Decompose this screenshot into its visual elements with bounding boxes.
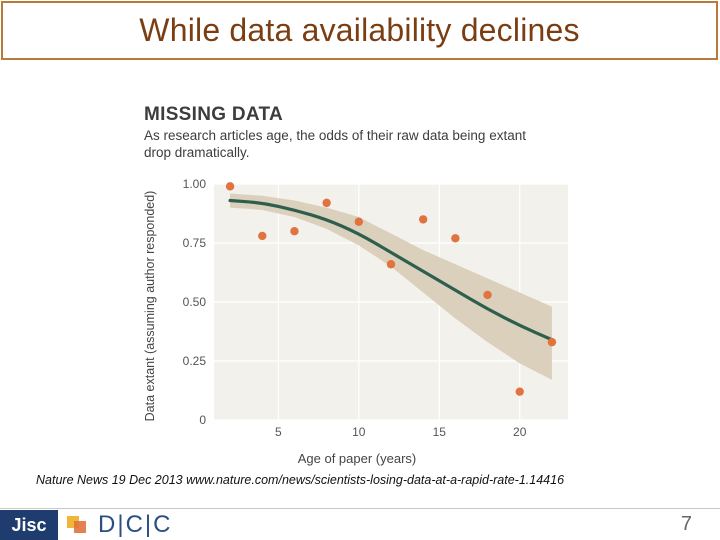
- confidence-band: [230, 193, 552, 380]
- data-point: [515, 387, 524, 396]
- data-point: [418, 215, 428, 224]
- citation: Nature News 19 Dec 2013 www.nature.com/n…: [36, 473, 565, 487]
- x-tick-label: 15: [433, 425, 447, 439]
- slide-title: While data availability declines: [139, 12, 580, 48]
- x-tick-label: 20: [513, 425, 527, 439]
- y-tick-label: 1.00: [183, 177, 207, 191]
- data-point: [225, 182, 235, 191]
- y-tick-label: 0.50: [183, 295, 207, 309]
- data-point: [547, 337, 557, 347]
- confidence-band-group: [230, 193, 552, 380]
- x-tick-label: 5: [275, 425, 282, 439]
- y-tick-label: 0: [199, 413, 206, 427]
- page-number: 7: [680, 513, 692, 535]
- data-point: [354, 217, 364, 226]
- x-axis-label: Age of paper (years): [298, 451, 417, 466]
- data-points: [225, 182, 557, 396]
- data-point: [290, 227, 299, 236]
- y-tick-label: 0.75: [183, 236, 207, 250]
- footer-bar: Jisc D|C|C 7: [0, 508, 720, 540]
- x-tick-label: 10: [352, 425, 366, 439]
- data-point: [258, 231, 267, 241]
- trend-line-group: [228, 198, 554, 342]
- trend-line: [228, 198, 554, 342]
- y-axis-label: Data extant (assuming author responded): [143, 191, 157, 422]
- data-point: [483, 290, 492, 300]
- dcc-logo-icon: [67, 516, 86, 533]
- data-point: [386, 260, 396, 269]
- chart-title: MISSING DATA: [144, 104, 284, 125]
- jisc-logo-text: Jisc: [11, 515, 47, 535]
- grid-lines: [214, 183, 568, 421]
- data-point: [322, 198, 331, 208]
- data-point: [451, 234, 460, 243]
- jisc-logo: Jisc: [0, 510, 58, 540]
- chart-svg: 0 0.25 0.50 0.75 1.00 5 10 15 20 Age of paper (y…: [143, 177, 568, 466]
- y-tick-label: 0.25: [183, 354, 207, 368]
- figure-panel: MISSING DATA As research articles age, t…: [138, 98, 590, 468]
- dcc-logo-text: D|C|C: [98, 511, 173, 538]
- chart-subtitle: As research articles age, the odds of th…: [144, 128, 526, 160]
- slide-title-box: While data availability declines: [1, 1, 718, 60]
- tick-labels: 0 0.25 0.50 0.75 1.00 5 10 15 20: [183, 177, 527, 439]
